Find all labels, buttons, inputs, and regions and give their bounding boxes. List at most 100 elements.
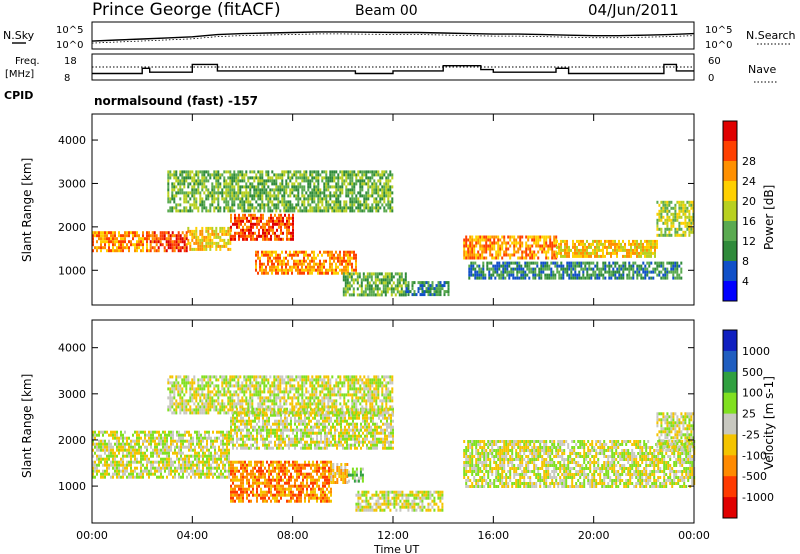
scatter-cell [658, 261, 661, 265]
scatter-cell [377, 209, 380, 213]
scatter-cell [260, 428, 262, 432]
scatter-cell [126, 439, 128, 443]
scatter-cell [132, 460, 134, 464]
scatter-cell [182, 442, 184, 446]
scatter-cell [386, 275, 389, 279]
scatter-cell [195, 182, 198, 186]
scatter-cell [574, 242, 576, 246]
scatter-cell [487, 235, 490, 239]
scatter-cell [224, 436, 226, 440]
scatter-cell [242, 225, 244, 229]
scatter-cell [533, 235, 536, 239]
scatter-cell [638, 245, 640, 249]
scatter-cell [228, 451, 230, 455]
scatter-cell [690, 206, 693, 210]
scatter-cell [207, 235, 210, 239]
scatter-cell [171, 197, 174, 201]
scatter-cell [167, 246, 170, 250]
scatter-cell [302, 446, 304, 450]
scatter-cell [286, 419, 288, 423]
scatter-cell [360, 440, 362, 444]
scatter-cell [162, 457, 164, 461]
scatter-cell [304, 428, 306, 432]
scatter-cell [235, 173, 238, 177]
scatter-cell [130, 231, 132, 235]
scatter-cell [547, 247, 550, 251]
scatter-cell [218, 454, 220, 458]
scatter-cell [421, 284, 424, 288]
scatter-cell [345, 170, 348, 174]
scatter-cell [205, 235, 208, 239]
scatter-cell [662, 261, 665, 265]
scatter-cell [668, 261, 671, 265]
scatter-cell [485, 235, 488, 239]
scatter-cell [664, 270, 667, 274]
scatter-cell [138, 445, 140, 449]
scatter-cell [317, 185, 320, 189]
scatter-cell [343, 170, 346, 174]
scatter-cell [100, 439, 102, 443]
scatter-cell [525, 244, 528, 248]
scatter-cell [269, 188, 272, 192]
scatter-cell [254, 428, 256, 432]
scatter-cell [138, 430, 140, 434]
scatter-cell [570, 270, 573, 274]
scatter-cell [492, 264, 495, 268]
scatter-cell [249, 203, 252, 207]
scatter-cell [349, 191, 352, 195]
scatter-cell [162, 436, 164, 440]
scatter-cell [285, 262, 287, 266]
scatter-cell [316, 446, 318, 450]
scatter-cell [329, 173, 332, 177]
scatter-cell [297, 182, 300, 186]
scatter-cell [183, 176, 186, 180]
scatter-cell [287, 173, 290, 177]
scatter-cell [327, 250, 329, 254]
scatter-cell [210, 445, 212, 449]
scatter-cell [106, 442, 108, 446]
scatter-cell [223, 209, 226, 213]
scatter-cell [478, 276, 481, 280]
scatter-cell [274, 428, 276, 432]
scatter-cell [350, 410, 352, 414]
scatter-cell [268, 225, 270, 229]
scatter-cell [682, 212, 685, 216]
scatter-cell [263, 179, 266, 183]
scatter-cell [550, 270, 553, 274]
scatter-cell [680, 209, 683, 213]
scatter-cell [326, 416, 328, 420]
scatter-cell [670, 267, 673, 271]
scatter-cell [98, 448, 100, 452]
scatter-cell [251, 194, 254, 198]
scatter-cell [356, 416, 358, 420]
scatter-cell [355, 206, 358, 210]
scatter-cell [246, 237, 248, 241]
scatter-cell [164, 457, 166, 461]
scatter-cell [688, 215, 691, 219]
scatter-cell [478, 273, 481, 277]
scatter-cell [348, 446, 350, 450]
scatter-cell [554, 264, 557, 268]
scatter-cell [215, 226, 218, 230]
scatter-cell [272, 231, 274, 235]
scatter-cell [332, 425, 334, 429]
scatter-cell [201, 203, 204, 207]
scatter-cell [500, 264, 503, 268]
scatter-cell [116, 448, 118, 452]
scatter-cell [553, 256, 556, 260]
scatter-cell [220, 460, 222, 464]
scatter-cell [332, 422, 334, 426]
scatter-cell [104, 472, 106, 476]
scatter-cell [334, 425, 336, 429]
scatter-cell [253, 188, 256, 192]
scatter-cell [154, 442, 156, 446]
scatter-cell [538, 276, 541, 280]
scatter-cell [128, 475, 130, 479]
scatter-cell [282, 419, 284, 423]
scatter-cell [359, 176, 362, 180]
scatter-cell [98, 234, 100, 238]
scatter-cell [315, 191, 318, 195]
scatter-cell [469, 250, 472, 254]
scatter-cell [299, 176, 302, 180]
scatter-cell [92, 460, 94, 464]
